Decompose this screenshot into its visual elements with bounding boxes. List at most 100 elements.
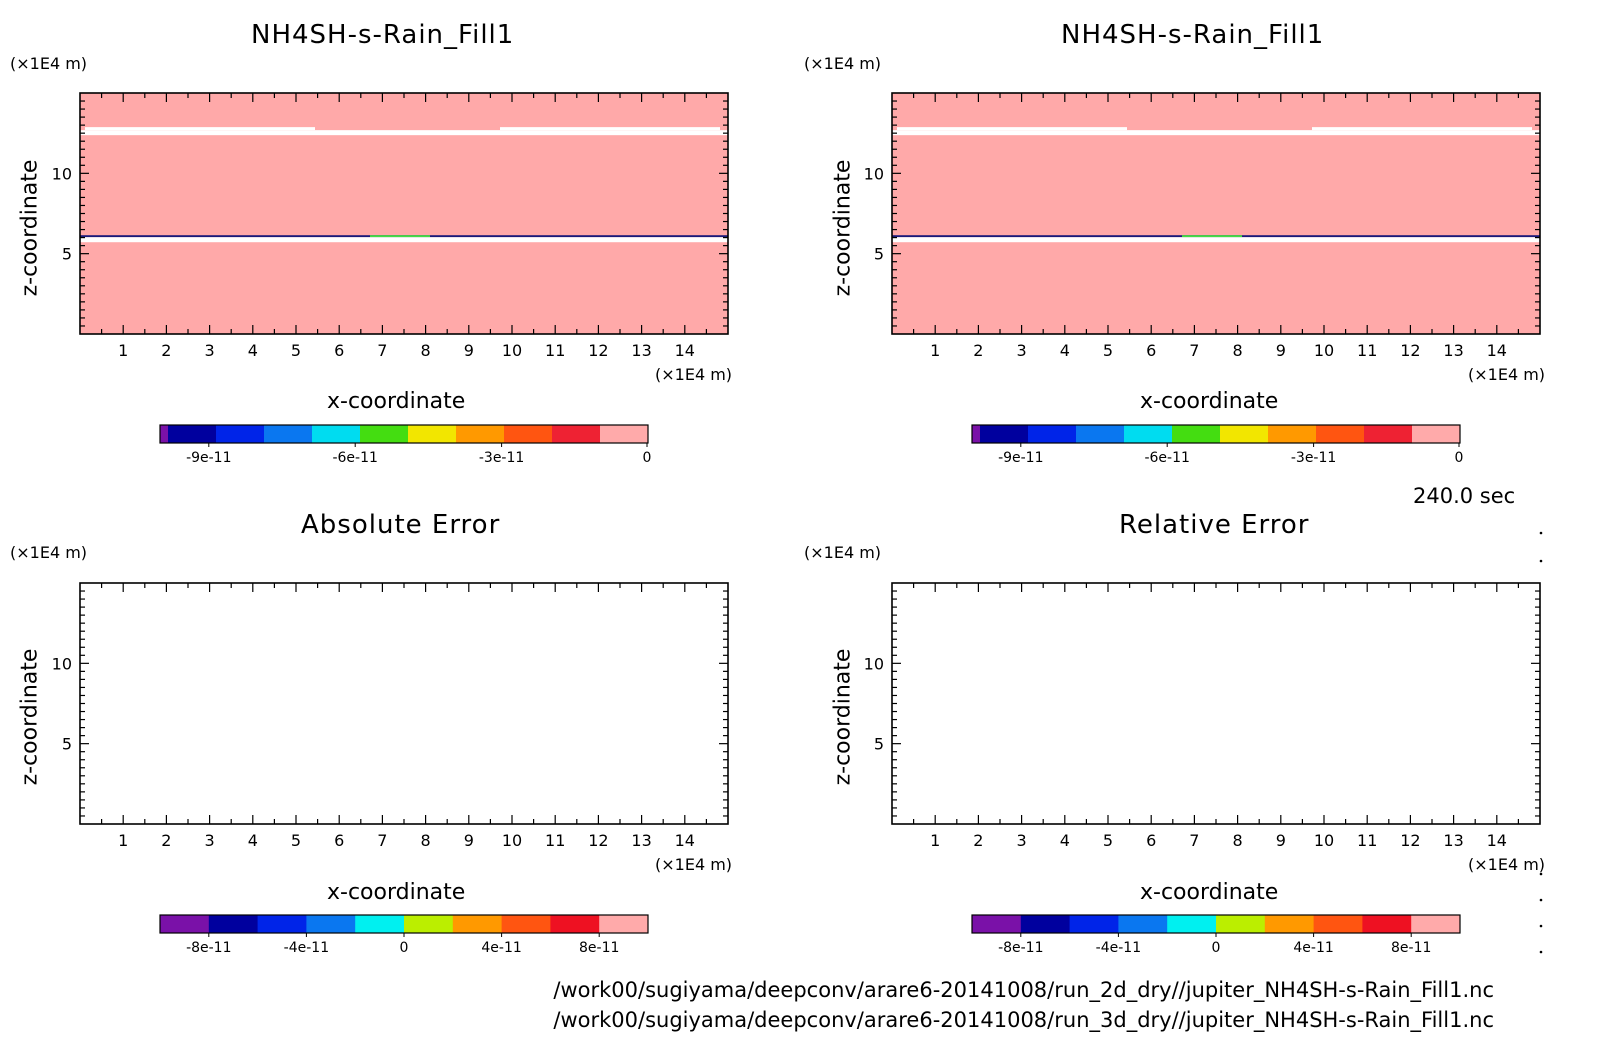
panel-4-colorbar-swatch (1264, 915, 1315, 933)
panel-2-colorbar-swatch (1412, 425, 1461, 443)
panel-3-x-tick-label: 2 (161, 831, 171, 850)
panel-2-x-tick-label: 13 (1443, 341, 1463, 360)
panel-4-x-tick-label: 1 (930, 831, 940, 850)
panel-2-x-tick-label: 9 (1276, 341, 1286, 360)
panel-3-colorbar-swatch (208, 915, 259, 933)
panel-1-colorbar-frame (159, 424, 649, 444)
panel-2-x-tick-label: 7 (1189, 341, 1199, 360)
panel-3-y-tick-label: 5 (62, 735, 72, 754)
panel-1-x-tick-label: 11 (545, 341, 565, 360)
panel-3-colorbar-label: 8e-11 (579, 940, 619, 956)
panel-2-x-tick-label: 8 (1233, 341, 1243, 360)
panel-3-y-label: z-coordinate (17, 648, 43, 786)
panel-2-y-unit: (×1E4 m) (804, 54, 882, 73)
panel-3-colorbar-swatch (404, 915, 454, 933)
panel-1-x-tick-label: 10 (502, 341, 522, 360)
panel-2-x-tick-label: 2 (973, 341, 983, 360)
panel-1-y-unit: (×1E4 m) (10, 54, 88, 73)
panel-2-colorbar-swatch (1316, 425, 1365, 443)
panel-3-x-label: x-coordinate (327, 880, 466, 905)
panel-4-x-tick-label: 6 (1146, 831, 1156, 850)
margin-dot (1539, 898, 1543, 902)
panel-2-x-unit: (×1E4 m) (1468, 365, 1546, 384)
panel-3-colorbar-swatch (501, 915, 551, 933)
panel-2-x-tick-label: 1 (930, 341, 940, 360)
panel-3-x-tick-label: 5 (291, 831, 301, 850)
panel-1-colorbar-swatch (160, 425, 169, 443)
panel-1-colorbar-label: 0 (643, 450, 652, 466)
panel-4-x-tick-label: 9 (1276, 831, 1286, 850)
panel-2-colorbar-swatch (1364, 425, 1413, 443)
panel-3-x-tick-label: 4 (248, 831, 258, 850)
file-path-3d: /work00/sugiyama/deepconv/arare6-2014100… (553, 1008, 1494, 1032)
panel-2-colorbar-label: 0 (1455, 450, 1464, 466)
panel-3-colorbar-label: 4e-11 (481, 940, 521, 956)
panel-4-x-tick-label: 13 (1443, 831, 1463, 850)
panel-4-colorbar-swatch (972, 915, 1022, 933)
panel-1-upper-band-ragged (85, 127, 720, 131)
panel-3-x-tick-label: 3 (205, 831, 215, 850)
panel-1-colorbar-swatch (168, 425, 217, 443)
panel-1-x-tick-label: 4 (248, 341, 258, 360)
panel-1-y-tick-label: 10 (52, 164, 72, 183)
panel-2-colorbar-label: -6e-11 (1144, 450, 1189, 466)
panel-2-y-tick-label: 5 (874, 245, 884, 264)
panel-4-title: Relative Error (1119, 510, 1310, 540)
panel-4-frame (891, 582, 1541, 825)
panel-2-y-label: z-coordinate (830, 159, 856, 297)
panel-1-x-tick-label: 9 (464, 341, 474, 360)
panel-2-x-tick-label: 4 (1060, 341, 1070, 360)
panel-2-x-label: x-coordinate (1140, 389, 1279, 414)
panel-3-x-tick-label: 14 (675, 831, 695, 850)
panel-2-colorbar-swatch (980, 425, 1029, 443)
panel-2-y-tick-label: 10 (864, 164, 884, 183)
panel-1-colorbar-label: -3e-11 (479, 450, 524, 466)
panel-1-x-tick-label: 2 (161, 341, 171, 360)
panel-2-x-tick-label: 11 (1357, 341, 1377, 360)
panel-4-x-tick-label: 8 (1233, 831, 1243, 850)
panel-3-x-tick-label: 10 (502, 831, 522, 850)
panel-3-x-tick-label: 8 (421, 831, 431, 850)
panel-1-x-tick-label: 5 (291, 341, 301, 360)
panel-3-colorbar-label: -4e-11 (284, 940, 329, 956)
panel-2-upper-band-ragged (897, 127, 1532, 131)
panel-2-colorbar-swatch (1220, 425, 1269, 443)
panel-1-colorbar-swatch (360, 425, 409, 443)
panel-4-x-tick-label: 3 (1017, 831, 1027, 850)
panel-4-colorbar-swatch (1411, 915, 1461, 933)
panel-1-lower-band-highlight (370, 235, 430, 238)
panel-4-y-label: z-coordinate (830, 648, 856, 786)
panel-3-colorbar-label: 0 (400, 940, 409, 956)
panel-1-x-tick-label: 6 (334, 341, 344, 360)
panel-2-x-tick-label: 5 (1103, 341, 1113, 360)
panel-1-colorbar-swatch (264, 425, 313, 443)
margin-dot (1539, 531, 1543, 535)
panel-1-lower-white-band (80, 237, 728, 243)
panel-3-x-tick-label: 11 (545, 831, 565, 850)
panel-1-x-tick-label: 14 (675, 341, 695, 360)
panel-1-colorbar-swatch (456, 425, 505, 443)
panel-4-x-tick-label: 7 (1189, 831, 1199, 850)
panel-1-x-tick-label: 3 (205, 341, 215, 360)
panel-4-colorbar-swatch (1069, 915, 1119, 933)
panel-1-colorbar-swatch (312, 425, 361, 443)
panel-1-colorbar-swatch (600, 425, 649, 443)
panel-1-colorbar-label: -6e-11 (332, 450, 377, 466)
panel-1-y-label: z-coordinate (17, 159, 43, 297)
panel-1-x-tick-label: 7 (377, 341, 387, 360)
panel-4-x-tick-label: 4 (1060, 831, 1070, 850)
panel-4-x-tick-label: 2 (973, 831, 983, 850)
panel-3-x-tick-label: 1 (118, 831, 128, 850)
panel-2-x-tick-label: 14 (1487, 341, 1507, 360)
panel-2-colorbar-swatch (972, 425, 981, 443)
panel-3-x-tick-label: 6 (334, 831, 344, 850)
file-path-2d: /work00/sugiyama/deepconv/arare6-2014100… (553, 978, 1494, 1002)
panel-4-colorbar-swatch (1167, 915, 1217, 933)
panel-2-lower-band-highlight (1182, 235, 1242, 238)
time-stamp: 240.0 sec (1413, 484, 1516, 508)
